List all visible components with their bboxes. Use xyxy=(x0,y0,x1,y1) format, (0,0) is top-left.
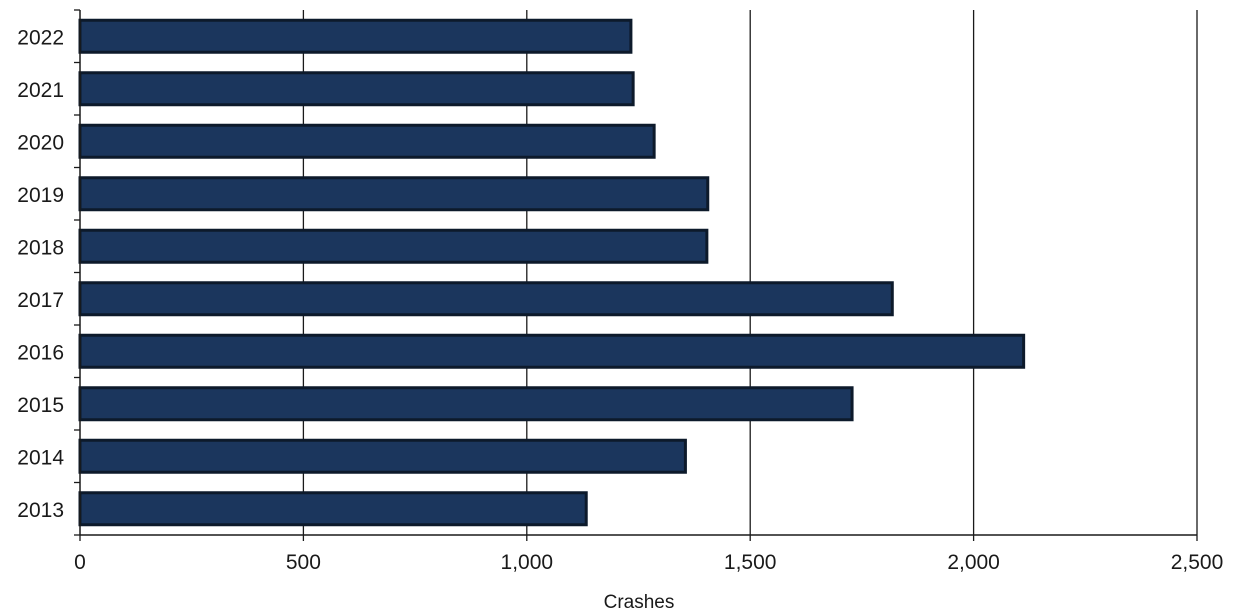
x-tick-label: 1,000 xyxy=(501,551,554,574)
y-tick-label: 2018 xyxy=(17,236,64,259)
y-tick-label: 2017 xyxy=(17,289,64,312)
y-tick-label: 2019 xyxy=(17,184,64,207)
y-tick-label: 2014 xyxy=(17,446,64,469)
axes xyxy=(74,9,1198,541)
bar-2022 xyxy=(78,18,633,54)
bar-2018 xyxy=(78,228,709,264)
x-tick-label: 1,500 xyxy=(724,551,777,574)
bar-2019 xyxy=(78,176,710,212)
y-tick-label: 2022 xyxy=(17,26,64,49)
y-tick-label: 2016 xyxy=(17,341,64,364)
x-tick-label: 0 xyxy=(74,551,86,574)
y-tick-label: 2020 xyxy=(17,131,64,154)
y-tick-labels: 2022 2021 2020 2019 2018 2017 2016 2015 2014 2013 xyxy=(17,26,64,522)
bar-2014 xyxy=(78,438,687,474)
x-tick-label: 500 xyxy=(286,551,321,574)
bar-2016 xyxy=(78,333,1026,369)
bar-2021 xyxy=(78,71,635,107)
bar-2017 xyxy=(78,281,894,317)
bar-2013 xyxy=(78,491,588,527)
x-axis-title: Crashes xyxy=(604,592,675,613)
bar-2015 xyxy=(78,386,854,422)
y-tick-label: 2015 xyxy=(17,394,64,417)
bars xyxy=(78,18,1026,527)
x-tick-labels: 0 500 1,000 1,500 2,000 2,500 xyxy=(74,551,1223,574)
bar-2020 xyxy=(78,123,656,159)
x-tick-label: 2,000 xyxy=(947,551,1000,574)
x-tick-label: 2,500 xyxy=(1171,551,1224,574)
y-tick-label: 2013 xyxy=(17,499,64,522)
y-tick-label: 2021 xyxy=(17,79,64,102)
